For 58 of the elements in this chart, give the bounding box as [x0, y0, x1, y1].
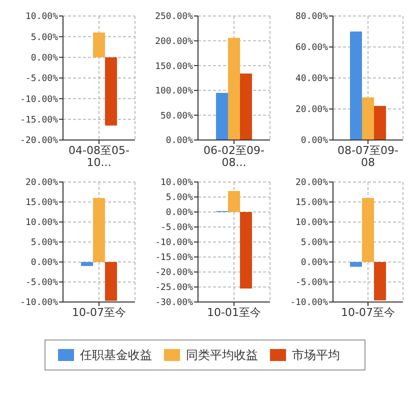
x-tick-label: 08-07至09-08	[338, 144, 398, 169]
bar	[228, 38, 240, 140]
y-tick-label: 0.00%	[30, 258, 59, 268]
y-tick-label: -10.00%	[20, 298, 59, 308]
y-tick-label: 0.00%	[166, 136, 194, 146]
x-tick-label: 10-01至今	[207, 306, 261, 319]
y-tick-label: 50.00%	[160, 111, 194, 122]
y-tick-label: 20.00%	[25, 178, 59, 188]
y-tick-label: 10.00%	[295, 218, 329, 228]
y-tick-label: -5.00%	[160, 223, 194, 234]
y-tick-label: -15.00%	[155, 253, 194, 264]
x-tick-label: 10-07至今	[72, 306, 126, 319]
y-tick-label: 200.00%	[155, 36, 194, 47]
bar	[228, 191, 240, 212]
x-tick-label: 10-07至今	[341, 306, 395, 319]
y-tick-label: -10.00%	[290, 298, 329, 308]
y-tick-label: 100.00%	[155, 86, 194, 97]
y-tick-label: 15.00%	[25, 198, 59, 208]
y-tick-label: -10.00%	[20, 94, 59, 105]
y-tick-label: 5.00%	[166, 193, 194, 204]
bar	[240, 74, 252, 140]
x-tick-label: 04-08至05-10...	[68, 144, 130, 169]
legend-label: 同类平均收益	[186, 348, 258, 362]
bar	[362, 97, 374, 140]
bar	[374, 106, 386, 140]
y-tick-label: -30.00%	[155, 298, 194, 308]
bar	[350, 32, 362, 140]
y-tick-label: 150.00%	[155, 62, 194, 72]
y-tick-label: 15.00%	[295, 198, 329, 208]
y-tick-label: 0.00%	[30, 53, 59, 64]
y-tick-label: 60.00%	[295, 43, 329, 54]
y-tick-label: 10.00%	[25, 218, 59, 228]
y-tick-label: -15.00%	[20, 115, 59, 126]
y-tick-label: 0.00%	[300, 136, 329, 146]
y-tick-label: 5.00%	[300, 238, 329, 248]
bar	[240, 212, 252, 288]
x-tick-label: 06-02至09-08...	[204, 144, 264, 169]
y-tick-label: -5.00%	[25, 74, 59, 84]
bar	[216, 92, 228, 140]
y-tick-label: 0.00%	[166, 208, 194, 218]
y-tick-label: -5.00%	[25, 278, 59, 288]
legend-label: 任职基金收益	[79, 348, 152, 362]
legend-label: 市场平均	[292, 348, 340, 362]
y-tick-label: 20.00%	[295, 105, 329, 116]
y-tick-label: 80.00%	[295, 12, 329, 22]
y-tick-label: -5.00%	[295, 278, 329, 288]
y-tick-label: 20.00%	[295, 178, 329, 188]
y-tick-label: -20.00%	[20, 136, 59, 146]
y-tick-label: 5.00%	[30, 32, 59, 43]
y-tick-label: 10.00%	[25, 12, 59, 22]
y-tick-label: -20.00%	[155, 268, 194, 278]
y-tick-label: -10.00%	[155, 238, 194, 248]
y-tick-label: 10.00%	[160, 178, 194, 188]
y-tick-label: -25.00%	[155, 283, 194, 294]
y-tick-label: 0.00%	[300, 258, 329, 268]
y-tick-label: 250.00%	[155, 12, 194, 22]
y-tick-label: 40.00%	[295, 74, 329, 84]
y-tick-label: 5.00%	[30, 238, 59, 248]
